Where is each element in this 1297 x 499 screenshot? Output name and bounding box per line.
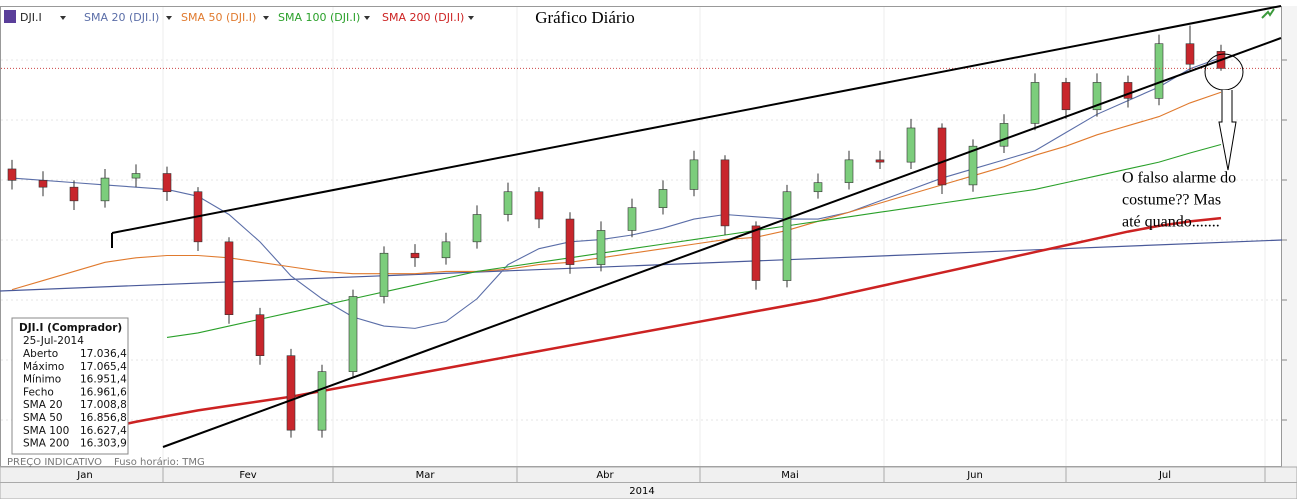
candle-body [813, 182, 823, 193]
info-value: 16.303,9 [80, 438, 127, 450]
wedge-upper [111, 5, 1282, 234]
wedge-lower [162, 37, 1282, 448]
candle-body [286, 355, 296, 431]
candle-body [658, 189, 668, 208]
info-box [11, 317, 129, 455]
info-title: DJI.I (Comprador) [19, 322, 122, 334]
candle-body [162, 173, 172, 193]
dropdown-arrow [166, 16, 172, 20]
legend-entry: SMA 200 (DJI.I) [382, 11, 464, 24]
candle-body [627, 207, 637, 231]
moving-average [11, 57, 1222, 329]
dropdown-arrow [263, 16, 269, 20]
info-value: 16.951,4 [80, 374, 127, 386]
info-value: 17.036,4 [80, 348, 127, 360]
timezone: Fuso horário: TMG [114, 456, 205, 468]
candle-body [379, 252, 389, 297]
info-value: 16.961,6 [80, 386, 127, 398]
right-axis [1282, 6, 1297, 467]
legend-entry: SMA 50 (DJI.I) [181, 11, 256, 24]
month-label: Jun [966, 470, 983, 481]
trend-line [0, 239, 1283, 292]
info-label: SMA 50 [23, 412, 63, 424]
candle-body [937, 127, 947, 186]
info-label: Mínimo [23, 374, 61, 386]
info-label: SMA 20 [23, 399, 63, 411]
info-label: Fecho [23, 386, 54, 398]
candle-body [441, 241, 451, 259]
candle-body [906, 127, 916, 163]
month-label: Jul [1158, 470, 1171, 481]
dropdown-arrow [60, 16, 66, 20]
info-value: 16.856,8 [80, 412, 127, 424]
info-date: 25-Jul-2014 [23, 335, 84, 347]
candle-body [999, 123, 1009, 147]
candle-body [1154, 43, 1164, 99]
month-label: Fev [239, 470, 256, 481]
symbol-name: DJI.I [20, 11, 42, 24]
moving-average [11, 91, 1222, 291]
status-icon [1261, 8, 1275, 19]
info-value: 17.008,8 [80, 399, 127, 411]
info-label: Aberto [23, 348, 58, 360]
candle-body [348, 296, 358, 372]
candle-body [1030, 82, 1040, 124]
candle-body [720, 159, 730, 227]
info-value: 17.065,4 [80, 361, 127, 373]
symbol-icon [4, 10, 16, 23]
dropdown-arrow [364, 16, 370, 20]
candle-body [875, 159, 885, 163]
candle-body [689, 159, 699, 190]
chart-title: Gráfico Diário [535, 8, 635, 27]
candle-body [224, 241, 234, 316]
candle-body [503, 191, 513, 215]
month-label: Abr [596, 470, 614, 481]
candle-body [565, 218, 575, 265]
annotation: O falso alarme do [1122, 170, 1236, 187]
candle-body [410, 252, 420, 259]
candle-body [596, 230, 606, 265]
candle-body [100, 177, 110, 202]
moving-average [166, 143, 1222, 339]
month-label: Jan [76, 470, 92, 481]
candle-body [534, 191, 544, 220]
candle-body [131, 173, 141, 179]
candle-body [782, 191, 792, 281]
price-note: PREÇO INDICATIVO [7, 457, 102, 468]
annotation: costume?? Mas [1122, 192, 1221, 209]
candle-body [69, 186, 79, 202]
info-label: SMA 200 [23, 438, 69, 450]
candle-body [751, 225, 761, 281]
candle-body [1123, 82, 1133, 99]
info-label: SMA 100 [23, 425, 69, 437]
dropdown-arrow [468, 16, 474, 20]
annotation: até quando....... [1122, 214, 1220, 231]
legend-entry: SMA 20 (DJI.I) [84, 11, 159, 24]
info-label: Máximo [23, 361, 64, 373]
candle-body [1061, 82, 1071, 111]
candle-body [317, 371, 327, 431]
moving-average [11, 216, 1222, 451]
candle-body [472, 214, 482, 243]
candle-body [844, 159, 854, 183]
candle-body [7, 168, 17, 181]
info-value: 16.627,4 [80, 425, 127, 437]
year-label: 2014 [629, 486, 654, 497]
candle-body [1092, 82, 1102, 111]
month-label: Mar [416, 470, 436, 481]
candle-body [38, 180, 48, 188]
legend-entry: SMA 100 (DJI.I) [278, 11, 360, 24]
candle-body [1185, 43, 1195, 65]
month-label: Mai [781, 470, 799, 481]
candle-body [255, 314, 265, 356]
arrow [1218, 90, 1237, 171]
candle-body [968, 145, 978, 186]
